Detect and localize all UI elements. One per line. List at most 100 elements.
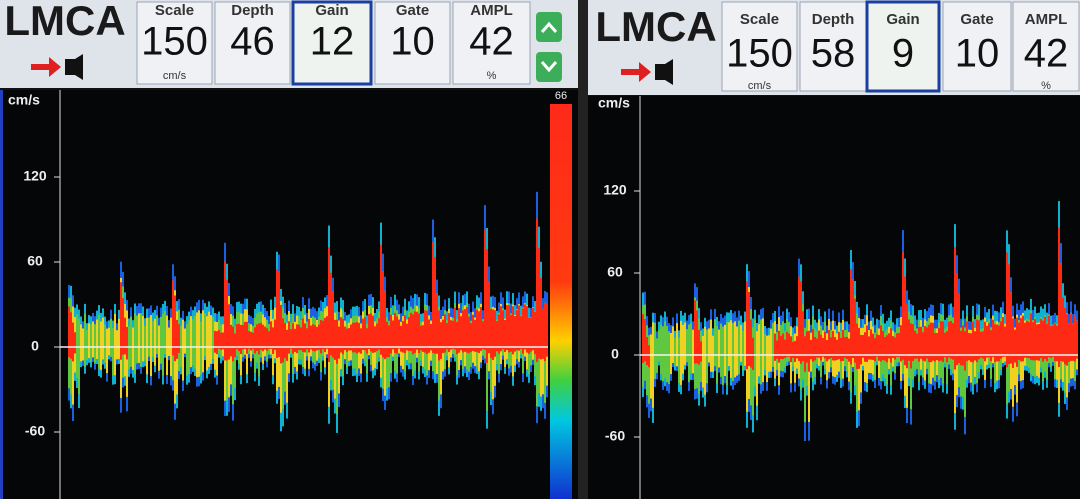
param-value: 10 [390,20,435,64]
gain-up-button[interactable] [536,12,562,42]
trace-core [238,323,240,352]
param-box[interactable] [799,1,867,92]
trace-core [494,310,496,357]
trace-core [1068,323,1070,363]
trace-core [962,325,964,366]
param-box[interactable] [136,1,213,85]
param-label: AMPL [1025,11,1068,28]
param-box[interactable] [291,0,373,86]
trace-core [834,337,836,361]
trace-core [1062,297,1064,362]
trace-core [814,336,816,361]
trace-core [258,323,260,355]
trace-core [820,334,822,361]
trace-core [932,322,934,361]
trace-core [490,308,492,359]
trace-core [476,309,478,352]
trace-mid [688,324,690,383]
trace-core [916,333,918,359]
trace-mid [658,330,660,362]
trace-mid [146,317,148,375]
trace-core [1074,315,1076,362]
trace-core [290,329,292,349]
param-box[interactable] [721,1,798,92]
trace-core [884,336,886,361]
trace-core [1038,324,1040,361]
trace-core [434,257,436,354]
param-label: Gain [886,11,919,28]
trace-core [452,320,454,349]
trace-core [974,331,976,361]
trace-mid [100,321,102,370]
trace-core [300,327,302,351]
trace-mid [708,328,710,363]
trace-core [940,321,942,361]
trace-mid [194,315,196,369]
param-value: 10 [955,32,1000,76]
colorbar [550,104,572,499]
trace-core [250,331,252,351]
trace-core [226,279,228,361]
trace-core [776,340,778,359]
trace-core [368,314,370,350]
trace-mid [166,315,168,375]
trace-mid [94,324,96,364]
trace-core [498,314,500,354]
trace-core [530,317,532,352]
param-box[interactable] [452,1,531,85]
trace-core [326,316,328,349]
trace-core [486,249,488,363]
trace-core [332,291,334,358]
trace-core [464,309,466,352]
trace-mid [770,328,772,372]
trace-core [1028,321,1030,359]
param-label: Scale [740,11,779,28]
trace-core [516,310,518,351]
trace-core [528,317,530,354]
trace-core [1032,322,1034,361]
trace-core [316,326,318,351]
trace-mid [80,324,82,362]
trace-core [538,248,540,359]
trace-core [864,332,866,362]
trace-core [508,305,510,353]
param-box[interactable] [1012,1,1080,92]
trace-core [1024,322,1026,358]
trace-core [1052,325,1054,357]
param-box[interactable] [942,1,1012,92]
trace-mid [662,326,664,382]
gain-down-button[interactable] [536,52,562,82]
param-value: 42 [1024,32,1069,76]
y-tick-label: 120 [23,168,47,184]
trace-core [746,281,748,370]
trace-mid [184,328,186,354]
param-label: Gate [396,2,429,19]
trace-core [968,332,970,361]
trace-core [304,323,306,353]
trace-mid [654,322,656,379]
trace-mid [138,313,140,363]
trace-mid [112,327,114,376]
trace-core [1006,252,1008,368]
param-box[interactable] [865,0,941,93]
trace-core [408,317,410,352]
trace-core [296,324,298,354]
trace-core [284,322,286,359]
trace-core [1000,321,1002,359]
trace-mid [714,319,716,367]
trace-core [466,307,468,353]
trace-mid [744,321,746,366]
trace-core [308,319,310,353]
trace-core [174,295,176,362]
trace-core [370,313,372,352]
param-box[interactable] [374,1,451,85]
trace-mid [762,318,764,383]
trace-mid [98,314,100,369]
trace-core [990,330,992,361]
trace-core [954,247,956,370]
trace-mid [752,327,754,416]
trace-core [344,326,346,351]
param-box[interactable] [214,1,291,85]
trace-mid [206,316,208,371]
